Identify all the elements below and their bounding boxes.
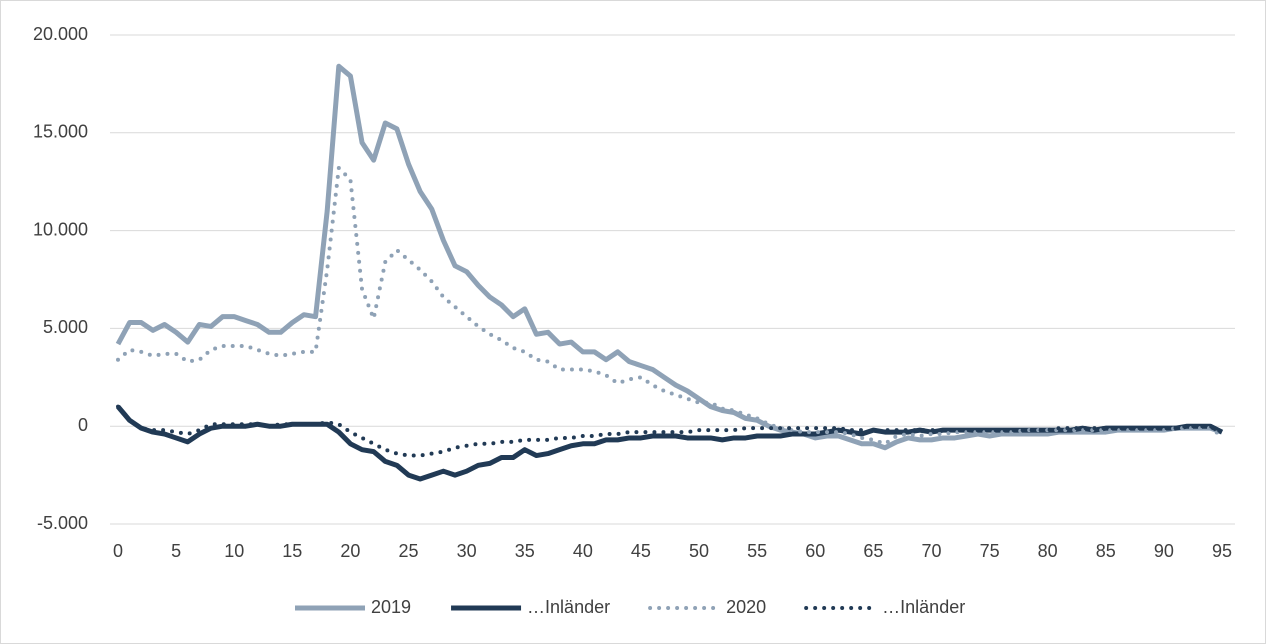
x-tick-label: 80 [1038,541,1058,561]
y-tick-label: 20.000 [33,24,88,44]
x-tick-label: 25 [399,541,419,561]
x-tick-label: 40 [573,541,593,561]
x-tick-label: 55 [747,541,767,561]
x-tick-label: 50 [689,541,709,561]
x-tick-label: 85 [1096,541,1116,561]
x-tick-label: 75 [980,541,1000,561]
y-tick-label: 5.000 [43,317,88,337]
y-tick-label: 0 [78,415,88,435]
x-tick-label: 90 [1154,541,1174,561]
x-tick-label: 95 [1212,541,1232,561]
x-tick-label: 10 [224,541,244,561]
x-tick-label: 0 [113,541,123,561]
legend-label: …Inländer [527,597,610,617]
x-tick-label: 35 [515,541,535,561]
legend-label: …Inländer [882,597,965,617]
x-tick-label: 15 [282,541,302,561]
x-tick-label: 70 [921,541,941,561]
legend-label: 2020 [726,597,766,617]
legend-label: 2019 [371,597,411,617]
x-tick-label: 20 [340,541,360,561]
x-tick-label: 65 [863,541,883,561]
series-line [115,63,1223,451]
x-tick-label: 5 [171,541,181,561]
x-tick-label: 30 [457,541,477,561]
x-tick-label: 45 [631,541,651,561]
y-tick-label: -5.000 [37,513,88,533]
y-tick-label: 10.000 [33,219,88,239]
series-line [116,163,1224,447]
x-tick-label: 60 [805,541,825,561]
y-tick-label: 15.000 [33,122,88,142]
